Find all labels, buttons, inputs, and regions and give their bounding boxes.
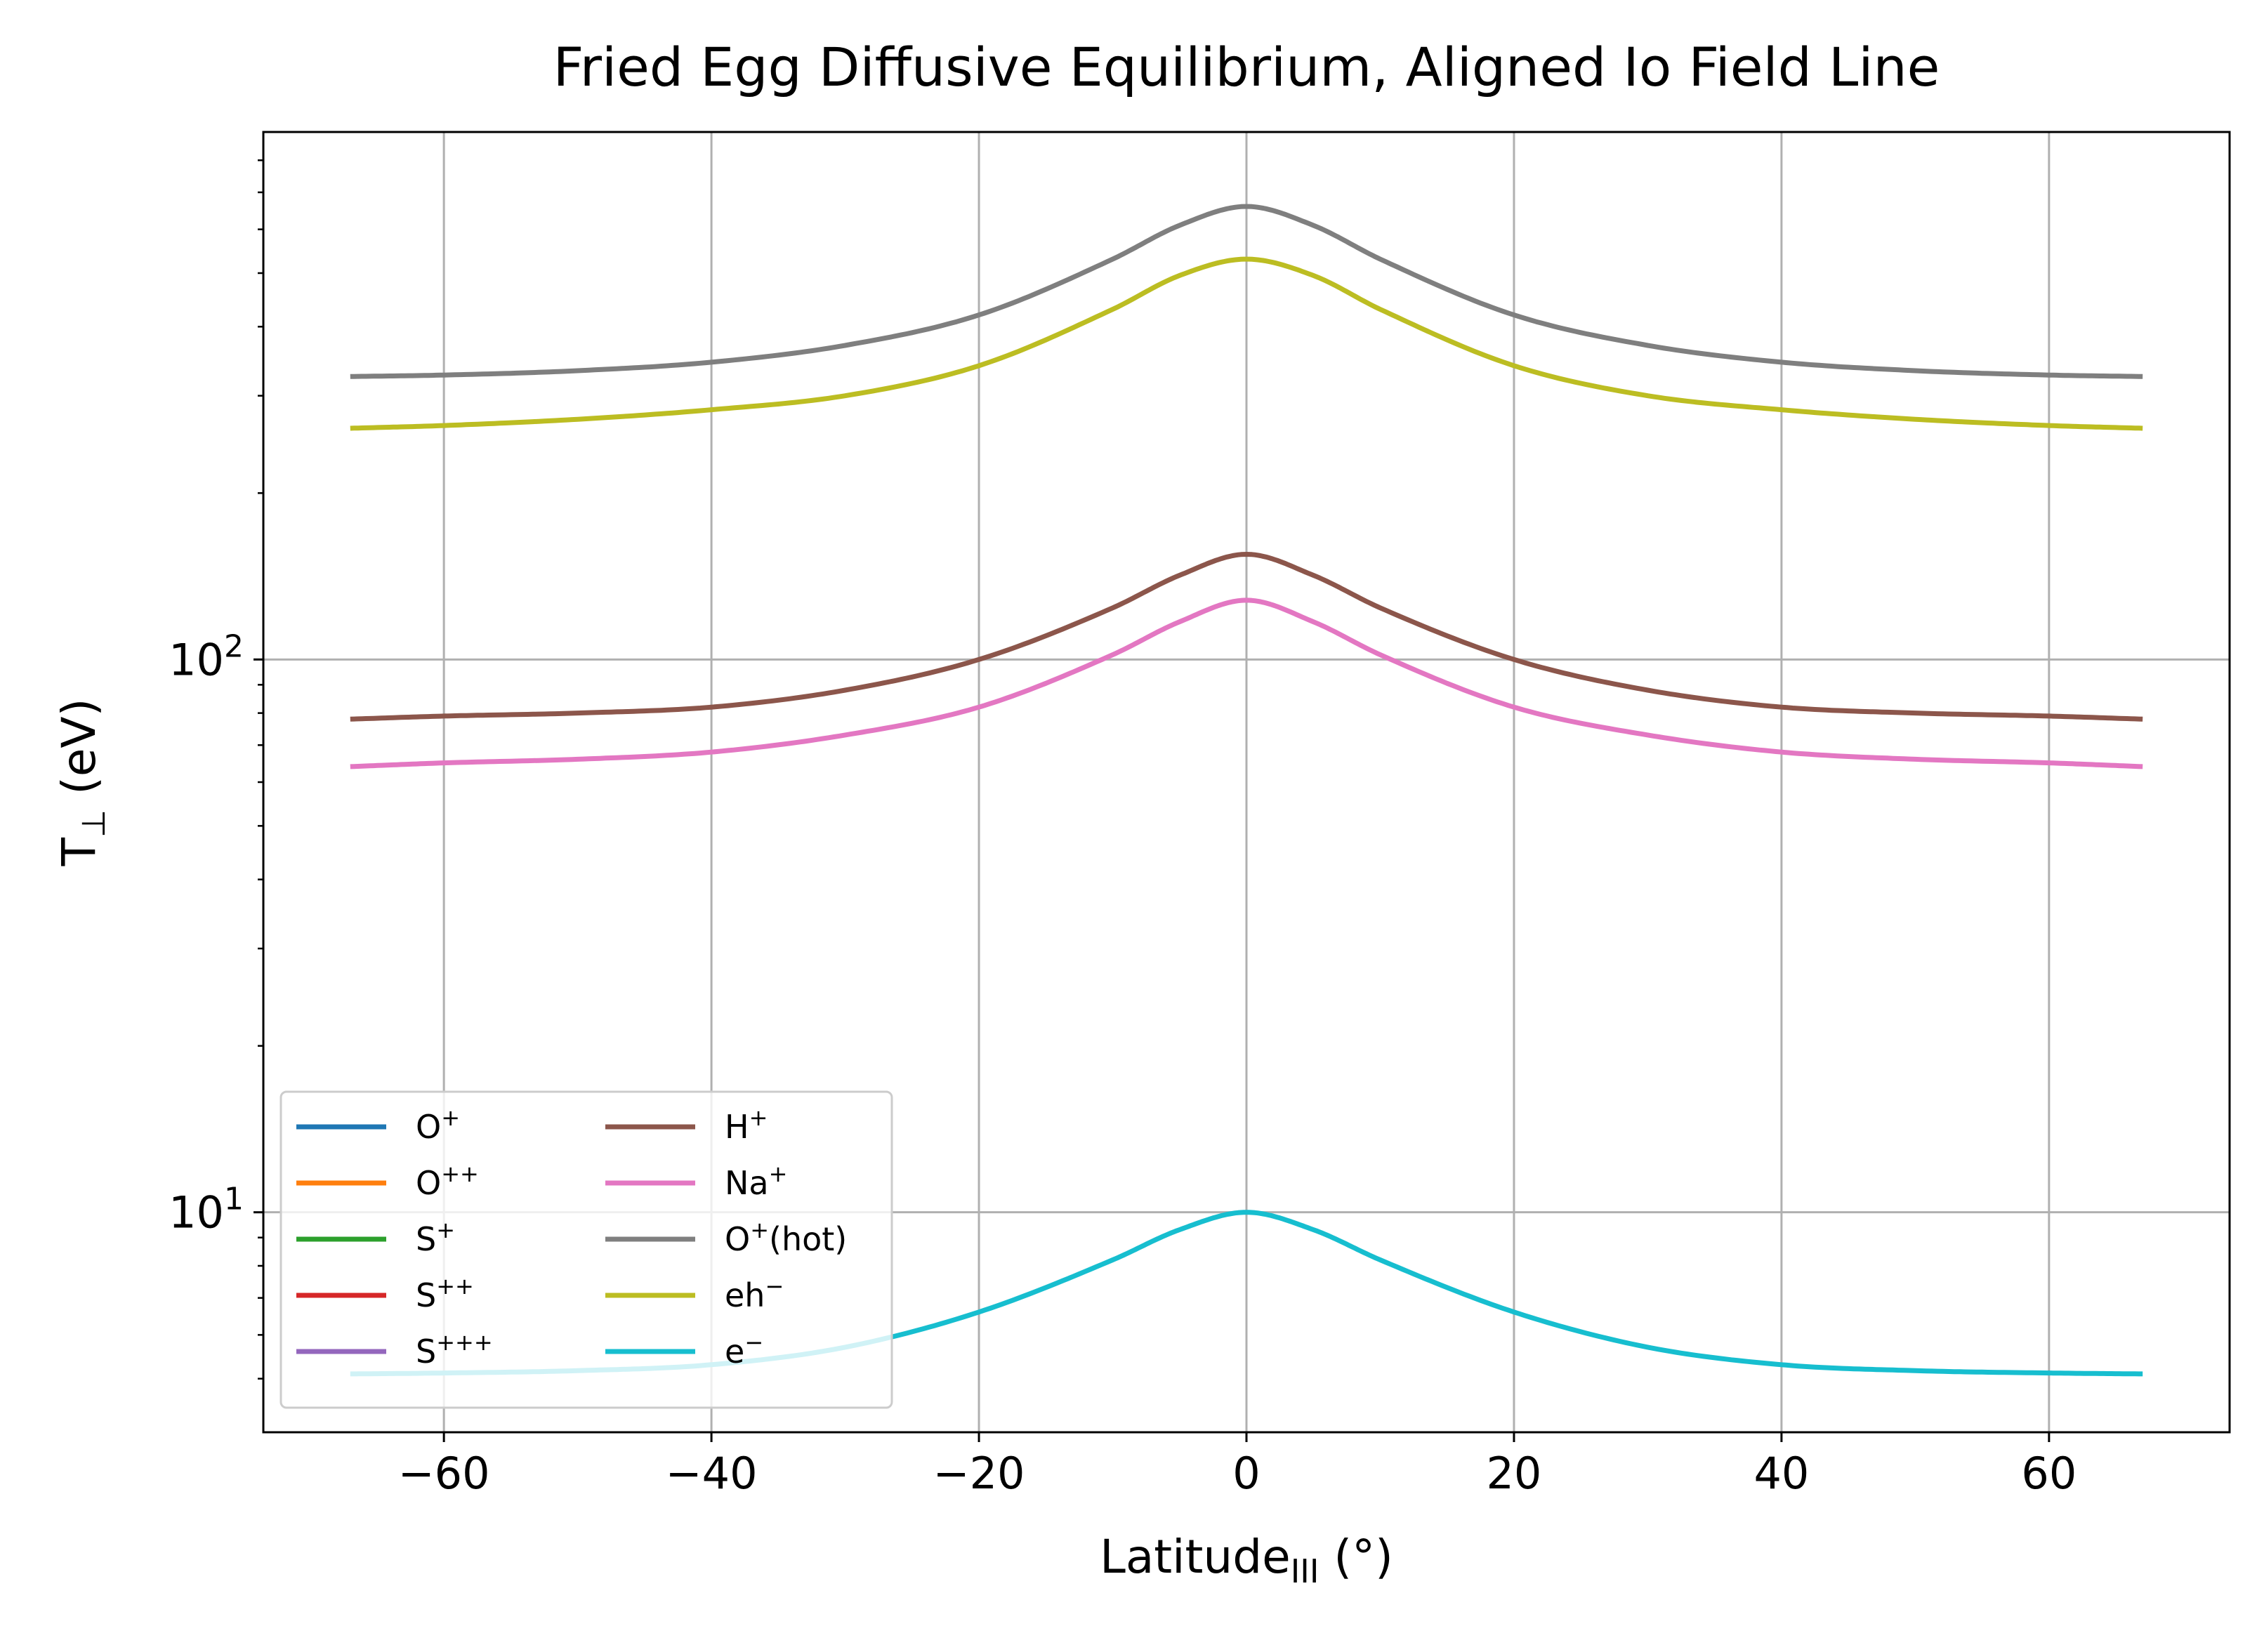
chart-title: Fried Egg Diffusive Equilibrium, Aligned… [553, 36, 1940, 98]
series-line-h [350, 552, 2143, 722]
legend-entry: S++ [416, 1273, 474, 1314]
x-axis-label-sub: III [1291, 1552, 1319, 1590]
y-axis-label: T⊥ (eV) [52, 699, 112, 867]
x-tick-label: −40 [666, 1448, 758, 1499]
legend-entry: eh− [725, 1273, 784, 1314]
series-line-ohot [350, 204, 2143, 379]
y-axis-label-suffix: (eV) [52, 699, 106, 810]
x-axis-label: LatitudeIII (°) [1100, 1530, 1393, 1590]
y-tick-label: 101 [169, 1182, 244, 1238]
legend-entry: S+ [416, 1217, 455, 1258]
x-tick-label: −60 [398, 1448, 490, 1499]
y-axis-label-base: T [52, 837, 106, 866]
legend-entry: O++ [416, 1161, 479, 1202]
x-tick-label: 20 [1486, 1448, 1541, 1499]
x-tick-label: −20 [933, 1448, 1025, 1499]
legend-entry: e− [725, 1329, 763, 1370]
y-tick-label: 102 [169, 628, 244, 685]
grid [263, 132, 2230, 1432]
legend-entry: O+ [416, 1104, 460, 1146]
legend-box [279, 1090, 893, 1409]
legend-entry: H+ [725, 1104, 768, 1146]
legend-entry: O+(hot) [725, 1217, 847, 1258]
x-axis-label-base: Latitude [1100, 1530, 1291, 1584]
x-tick-label: 40 [1753, 1448, 1809, 1499]
x-axis-label-suffix: (°) [1319, 1530, 1393, 1584]
legend-entry: S+++ [416, 1329, 493, 1370]
y-axis-label-sub: ⊥ [74, 810, 112, 838]
x-tick-label: 0 [1232, 1448, 1260, 1499]
series-line-eh [350, 256, 2143, 431]
y-axis-ticks: 101 102 [169, 159, 263, 1380]
legend: O+ O++ S+ S++ S+++ H+ Na+ O+(hot) eh− e− [279, 1090, 893, 1409]
x-axis-ticks: −60 −40 −20 0 20 40 60 [398, 1432, 2077, 1499]
legend-entry: Na+ [725, 1161, 787, 1202]
series-line-na [350, 597, 2143, 769]
x-tick-label: 60 [2021, 1448, 2077, 1499]
